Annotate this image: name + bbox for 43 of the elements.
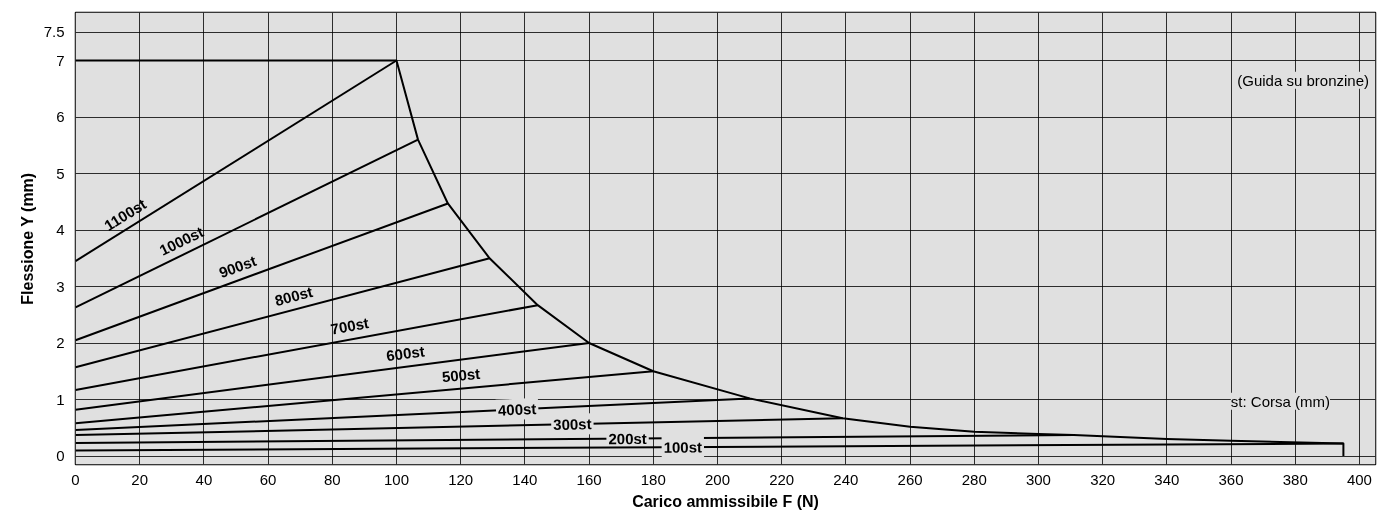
- x-tick-label: 160: [576, 470, 602, 488]
- y-tick-label: 7: [56, 51, 65, 69]
- x-tick-label: 20: [131, 470, 149, 488]
- x-tick-label: 0: [71, 470, 80, 488]
- annotation: st: Corsa (mm): [1230, 392, 1331, 410]
- x-tick-label: 60: [259, 470, 277, 488]
- x-tick-label: 40: [195, 470, 213, 488]
- x-tick-label: 360: [1218, 470, 1244, 488]
- annotation: (Guida su bronzine): [1237, 71, 1369, 89]
- text: 900st: [216, 251, 259, 282]
- y-tick-label: 1: [56, 390, 65, 408]
- y-tick-label: 0: [56, 447, 65, 465]
- text: 800st: [272, 282, 315, 310]
- x-tick-label: 340: [1154, 470, 1180, 488]
- y-tick-label: 5: [56, 164, 65, 182]
- x-tick-label: 240: [833, 470, 859, 488]
- y-tick-label: 7.5: [43, 23, 65, 41]
- x-tick-label: 100: [383, 470, 410, 488]
- y-tick-label: 2: [56, 334, 65, 352]
- x-tick-label: 180: [640, 470, 666, 488]
- x-tick-label: 380: [1282, 470, 1308, 488]
- text: 600st: [385, 342, 426, 365]
- y-tick-label: 3: [56, 277, 65, 295]
- series-label: 100st: [663, 438, 703, 456]
- x-tick-label: 140: [512, 470, 538, 488]
- x-tick-label: 220: [769, 470, 795, 488]
- y-tick-label: 4: [56, 221, 65, 239]
- x-axis-title: Carico ammissibile F (N): [632, 492, 819, 510]
- x-tick-label: 280: [961, 470, 987, 488]
- text: 700st: [329, 314, 371, 338]
- x-tick-label: 260: [897, 470, 923, 488]
- x-tick-label: 320: [1090, 470, 1116, 488]
- text: 500st: [441, 364, 481, 386]
- series-label: 200st: [608, 430, 647, 448]
- series-label: 400st: [497, 399, 537, 419]
- y-axis-title: Flessione Y (mm): [18, 172, 36, 305]
- x-tick-label: 80: [323, 470, 341, 488]
- x-tick-label: 400: [1346, 470, 1372, 488]
- x-tick-label: 120: [448, 470, 474, 488]
- x-tick-label: 200: [704, 470, 730, 488]
- series-label: 300st: [553, 415, 592, 434]
- x-tick-label: 300: [1025, 470, 1051, 488]
- y-tick-label: 6: [56, 108, 65, 126]
